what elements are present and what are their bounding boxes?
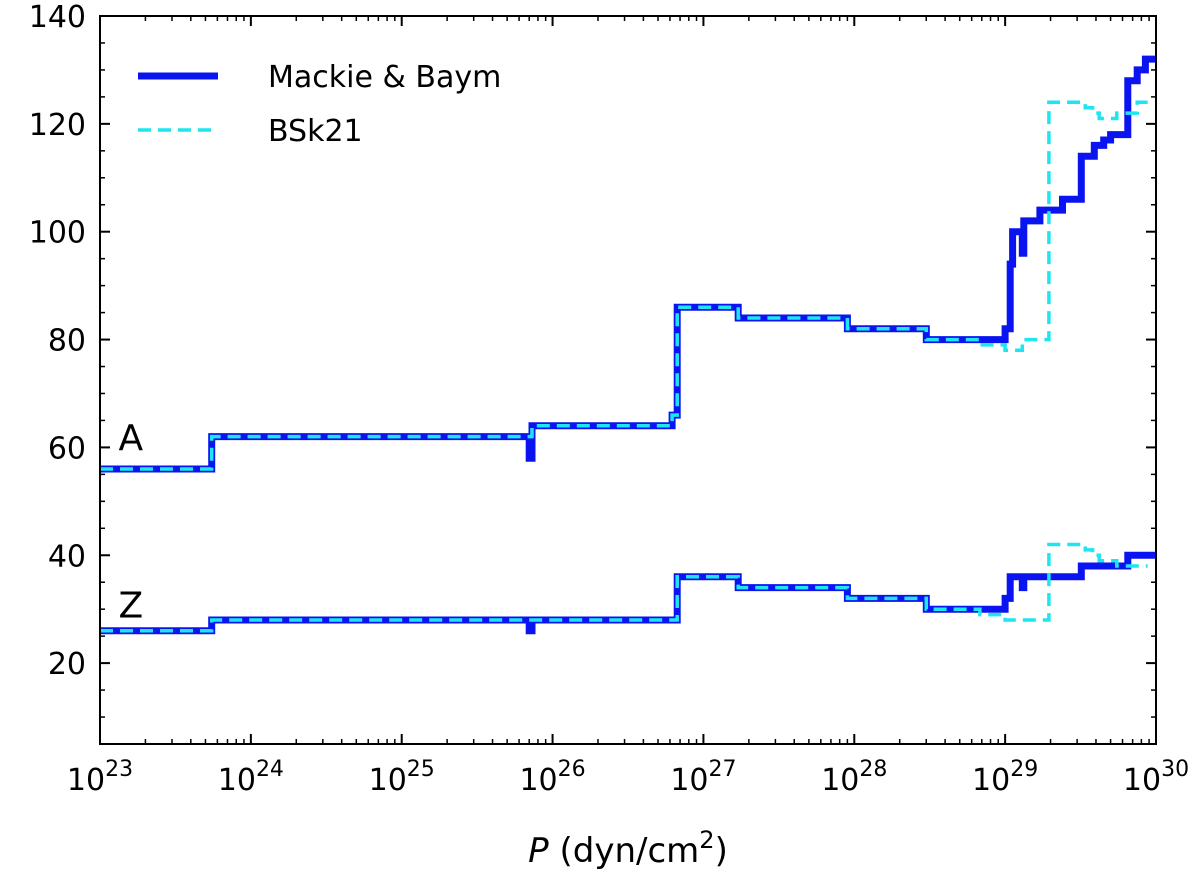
- x-tick-label: 1028: [821, 757, 887, 798]
- bsk21-line-z: [100, 542, 1148, 633]
- curve-label-z: Z: [118, 585, 143, 626]
- y-tick-label: 140: [29, 0, 86, 35]
- legend-label: BSk21: [268, 114, 363, 149]
- x-tick-label: 1026: [519, 757, 585, 798]
- x-tick-label: 1023: [67, 757, 133, 798]
- tick-labels: 1023 1024 1025 1026 1027 1028 1029 1030 20 40 60 80…: [29, 0, 1189, 798]
- y-tick-label: 120: [29, 108, 86, 143]
- plot-frame: [99, 15, 1157, 745]
- y-tick-label: 100: [29, 216, 86, 251]
- legend-label: Mackie & Baym: [268, 60, 501, 95]
- y-tick-label: 40: [48, 539, 86, 574]
- x-tick-label: 1029: [972, 757, 1038, 798]
- x-tick-label: 1027: [670, 757, 736, 798]
- y-tick-label: 80: [48, 324, 86, 359]
- series-layer: [100, 55, 1156, 635]
- legend: Mackie & Baym BSk21: [138, 60, 501, 149]
- curve-labels: AZ: [118, 418, 143, 626]
- y-tick-label: 60: [48, 431, 86, 466]
- x-axis-label: P (dyn/cm2): [528, 826, 728, 871]
- y-tick-label: 20: [48, 647, 86, 682]
- x-tick-label: 1030: [1123, 757, 1189, 798]
- x-tick-label: 1025: [369, 757, 435, 798]
- tick-marks: [99, 15, 1157, 744]
- mackie-baym-line-a: [100, 55, 1156, 473]
- curve-label-a: A: [118, 418, 143, 459]
- bsk21-line-a: [100, 100, 1148, 471]
- x-tick-label: 1024: [218, 757, 284, 798]
